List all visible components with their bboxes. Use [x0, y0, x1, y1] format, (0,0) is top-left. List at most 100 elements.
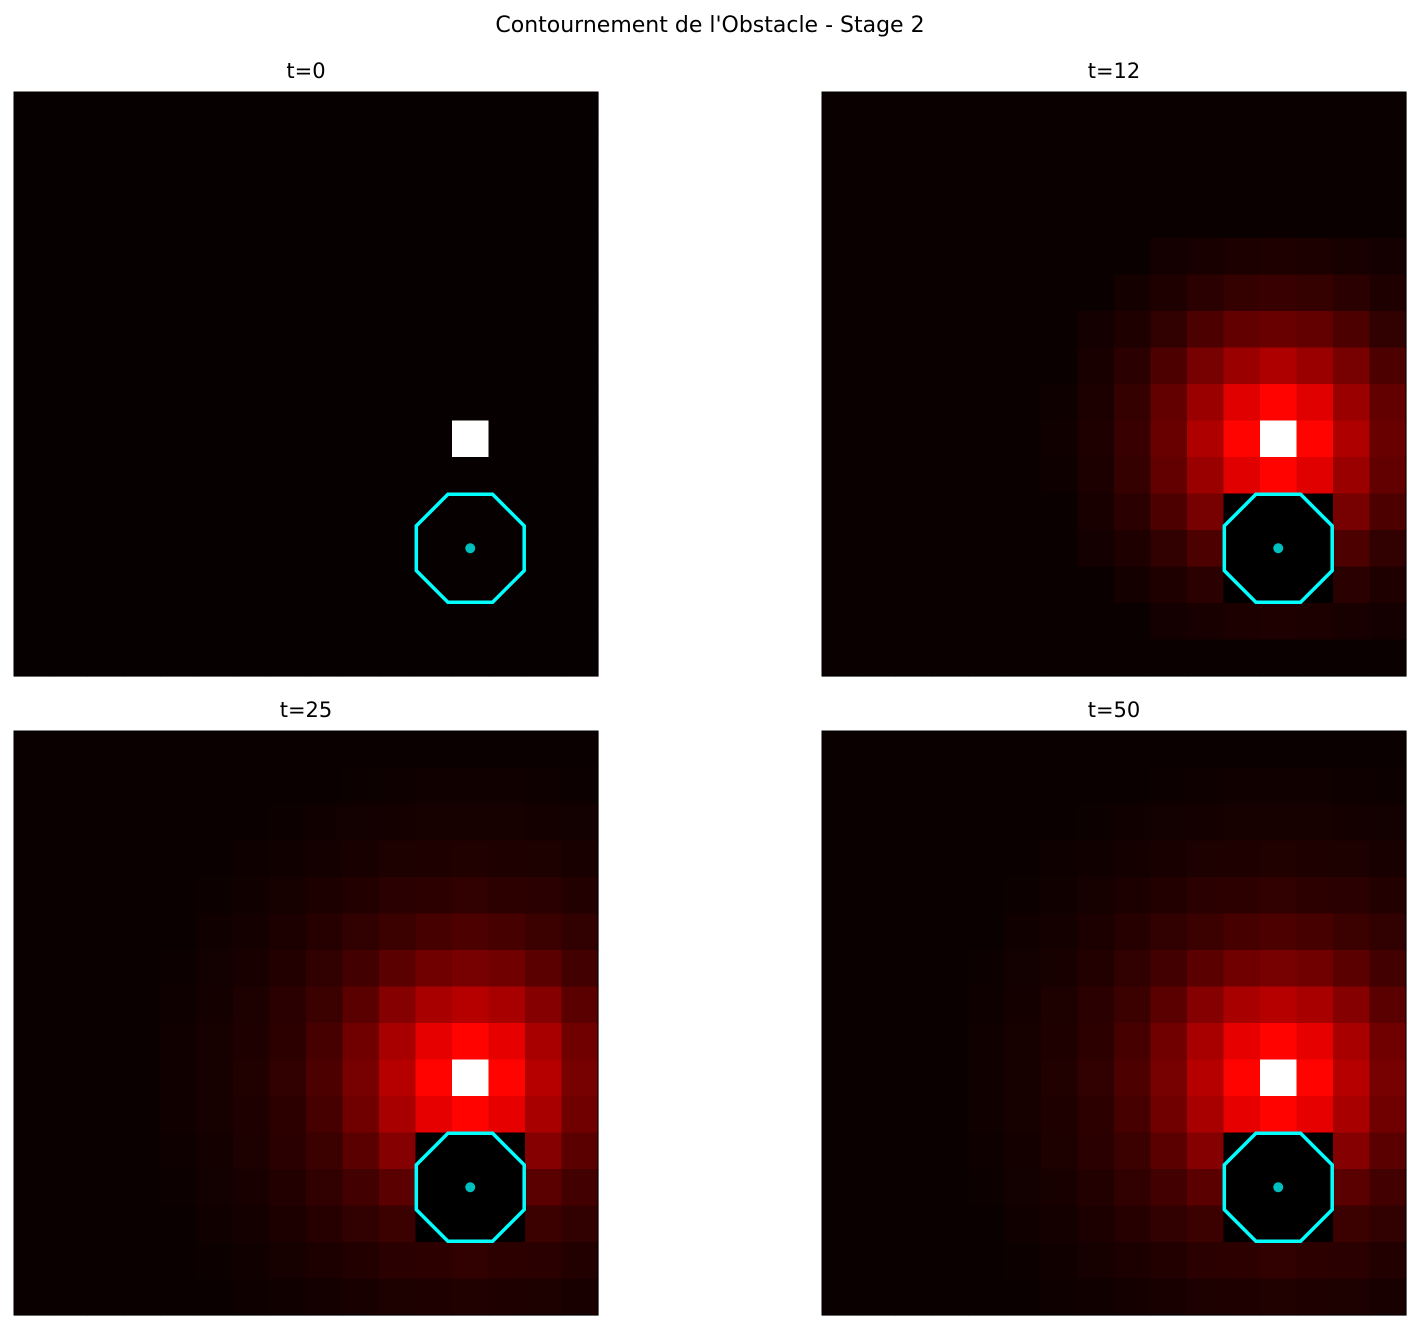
heatmap-cell	[822, 986, 860, 1024]
heatmap-cell	[1150, 420, 1188, 458]
heatmap-cell	[895, 238, 933, 276]
heatmap-cell	[968, 92, 1006, 130]
heatmap-cell	[379, 311, 417, 349]
heatmap-cell	[822, 238, 860, 276]
heatmap-cell	[488, 128, 526, 166]
heatmap-cell	[1260, 1096, 1298, 1134]
heatmap-cell	[379, 92, 417, 130]
heatmap-cell	[1333, 1205, 1371, 1243]
heatmap-cell	[196, 767, 234, 805]
heatmap-cell	[342, 1205, 380, 1243]
heatmap-cell	[50, 457, 88, 495]
heatmap-cell	[931, 1169, 969, 1207]
heatmap-cell	[525, 603, 563, 641]
heatmap-cell	[1223, 201, 1261, 239]
heatmap-cell	[1041, 913, 1079, 951]
heatmap-cell	[269, 639, 307, 677]
heatmap-cell	[1296, 1059, 1334, 1097]
heatmap-cell	[931, 639, 969, 677]
heatmap-cell	[525, 950, 563, 988]
heatmap-cell	[87, 201, 125, 239]
heatmap-cell	[1041, 731, 1079, 769]
heatmap-cell	[1114, 92, 1152, 130]
heatmap-cell	[87, 493, 125, 531]
heatmap-cell	[269, 274, 307, 312]
heatmap-cell	[561, 1132, 599, 1170]
heatmap-cell	[968, 384, 1006, 422]
heatmap-cell	[233, 603, 271, 641]
heatmap-cell	[196, 950, 234, 988]
heatmap-cell	[1333, 877, 1371, 915]
heatmap-cell	[1077, 420, 1115, 458]
heatmap-cell	[14, 165, 52, 203]
heatmap-cell	[931, 986, 969, 1024]
heatmap-cell	[50, 128, 88, 166]
heatmap-cell	[1296, 493, 1334, 531]
heatmap-cell	[196, 913, 234, 951]
heatmap-cell	[488, 950, 526, 988]
heatmap-cell	[306, 1023, 344, 1061]
heatmap-cell	[379, 1023, 417, 1061]
heatmap-cell	[1077, 767, 1115, 805]
heatmap-cell	[160, 1096, 198, 1134]
heatmap-cell	[269, 804, 307, 842]
heatmap-cell	[968, 530, 1006, 568]
heatmap-cell	[160, 840, 198, 878]
heatmap-cell	[379, 384, 417, 422]
heatmap-cell	[1296, 603, 1334, 641]
heatmap-cell	[269, 347, 307, 385]
heatmap-cell	[1004, 1059, 1042, 1097]
heatmap-cell	[379, 238, 417, 276]
heatmap-cell	[123, 530, 161, 568]
heatmap-cell	[488, 1169, 526, 1207]
heatmap-cell	[968, 347, 1006, 385]
heatmap-cell	[269, 731, 307, 769]
heatmap-cell	[525, 767, 563, 805]
heatmap-cell	[561, 274, 599, 312]
heatmap-cell	[196, 1242, 234, 1280]
heatmap-cell	[1150, 530, 1188, 568]
heatmap-cell	[561, 877, 599, 915]
heatmap-cell	[1187, 913, 1225, 951]
heatmap-cell	[858, 420, 896, 458]
heatmap-cell	[858, 731, 896, 769]
heatmap-cell	[1004, 347, 1042, 385]
heatmap-cell	[50, 1096, 88, 1134]
heatmap-cell	[895, 767, 933, 805]
heatmap-cell	[1077, 1242, 1115, 1280]
heatmap-cell	[1223, 840, 1261, 878]
heatmap-cell	[858, 201, 896, 239]
heatmap-cell	[123, 1059, 161, 1097]
heatmap-cell	[1004, 165, 1042, 203]
heatmap-cell	[306, 384, 344, 422]
heatmap-cell	[525, 530, 563, 568]
heatmap-cell	[50, 384, 88, 422]
heatmap-cell	[931, 950, 969, 988]
heatmap-cell	[415, 1169, 453, 1207]
heatmap-cell	[415, 1242, 453, 1280]
heatmap-cell	[561, 1059, 599, 1097]
heatmap-cell	[379, 165, 417, 203]
heatmap-cell	[1077, 92, 1115, 130]
heatmap-cell	[1114, 1059, 1152, 1097]
heatmap-cell	[858, 804, 896, 842]
heatmap-cell	[1077, 566, 1115, 604]
heatmap-cell	[1369, 1059, 1407, 1097]
heatmap-cell	[1260, 1205, 1298, 1243]
heatmap-cell	[196, 1059, 234, 1097]
heatmap-cell	[160, 566, 198, 604]
heatmap-cell	[1333, 128, 1371, 166]
heatmap-cell	[1114, 877, 1152, 915]
heatmap-cell	[1187, 603, 1225, 641]
heatmap-cell	[1223, 1169, 1261, 1207]
heatmap-cell	[1041, 1059, 1079, 1097]
heatmap-cell	[895, 639, 933, 677]
heatmap-cell	[1077, 1023, 1115, 1061]
heatmap-cell	[931, 731, 969, 769]
heatmap-cell	[1260, 877, 1298, 915]
heatmap-cell	[1114, 986, 1152, 1024]
heatmap-cell	[269, 165, 307, 203]
heatmap-cell	[415, 238, 453, 276]
heatmap-cell	[1041, 493, 1079, 531]
heatmap-cell	[123, 1278, 161, 1316]
